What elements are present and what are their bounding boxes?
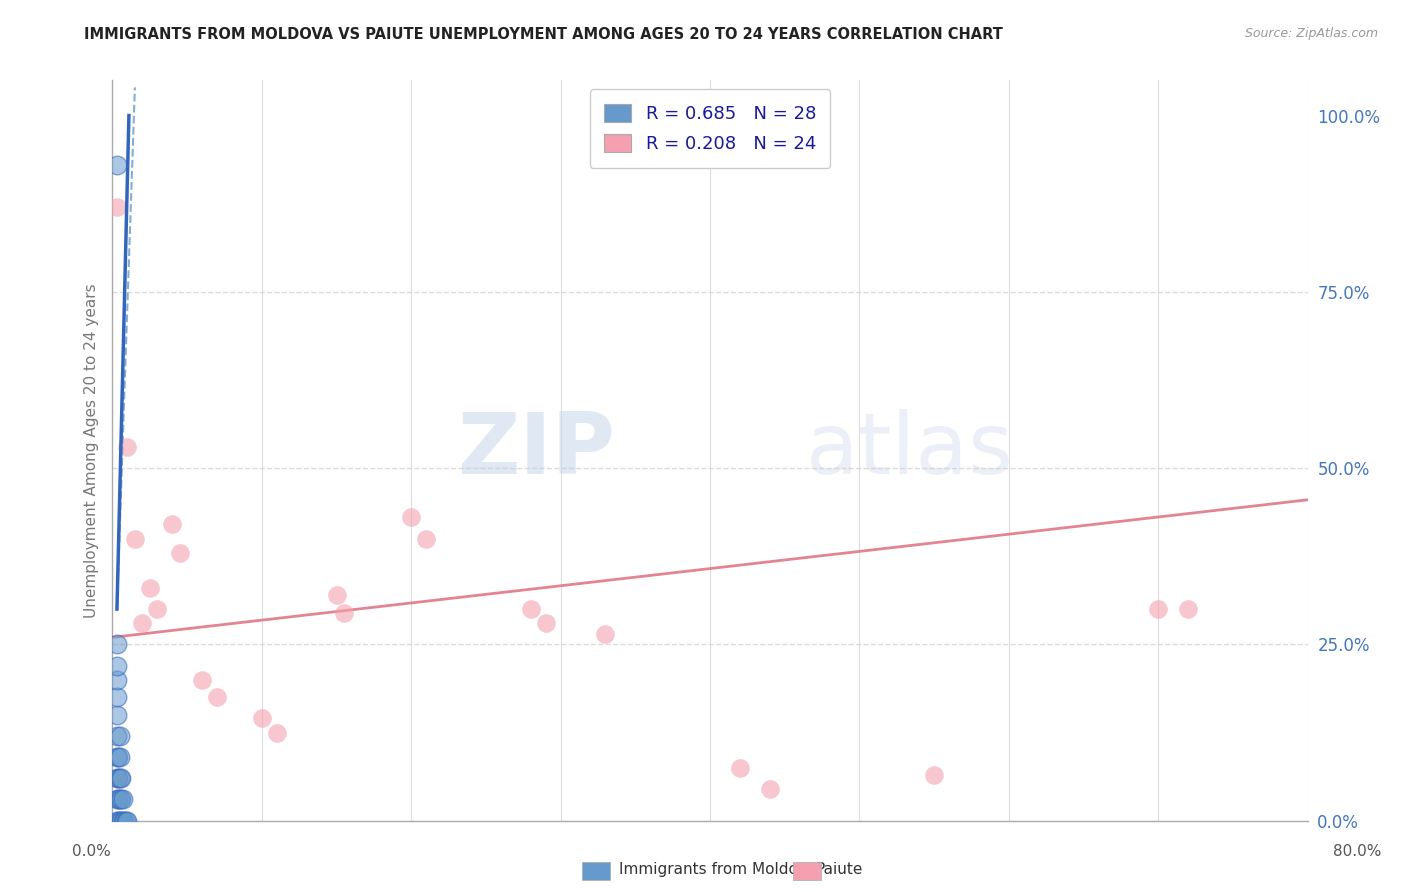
Point xyxy=(105,729,128,743)
Point xyxy=(250,711,273,725)
Point xyxy=(131,616,153,631)
Point xyxy=(266,725,288,739)
Point xyxy=(105,814,128,828)
Point xyxy=(114,814,135,828)
Point xyxy=(401,510,423,524)
Point xyxy=(108,792,131,806)
Point xyxy=(333,606,356,620)
Point xyxy=(107,814,129,828)
Y-axis label: Unemployment Among Ages 20 to 24 years: Unemployment Among Ages 20 to 24 years xyxy=(83,283,98,618)
Text: Source: ZipAtlas.com: Source: ZipAtlas.com xyxy=(1244,27,1378,40)
Point xyxy=(105,673,128,687)
Text: 80.0%: 80.0% xyxy=(1333,845,1381,859)
Point xyxy=(110,792,132,806)
Point xyxy=(759,781,782,796)
Point xyxy=(105,200,128,214)
Text: IMMIGRANTS FROM MOLDOVA VS PAIUTE UNEMPLOYMENT AMONG AGES 20 TO 24 YEARS CORRELA: IMMIGRANTS FROM MOLDOVA VS PAIUTE UNEMPL… xyxy=(84,27,1004,42)
Point xyxy=(105,658,128,673)
Point xyxy=(728,761,751,775)
Point xyxy=(117,440,139,454)
Point xyxy=(108,814,131,828)
Point xyxy=(595,627,617,641)
Point xyxy=(110,814,132,828)
Legend: R = 0.685   N = 28, R = 0.208   N = 24: R = 0.685 N = 28, R = 0.208 N = 24 xyxy=(589,89,831,168)
Point xyxy=(139,581,162,595)
Point xyxy=(520,602,543,616)
Point xyxy=(124,532,146,546)
Point xyxy=(105,772,128,786)
Point xyxy=(105,690,128,705)
Point xyxy=(108,750,131,764)
Point xyxy=(108,772,131,786)
Text: Immigrants from Moldova: Immigrants from Moldova xyxy=(619,863,815,877)
Point xyxy=(117,814,139,828)
Point xyxy=(115,814,138,828)
Point xyxy=(169,546,191,560)
Text: atlas: atlas xyxy=(806,409,1014,492)
Text: Paiute: Paiute xyxy=(815,863,863,877)
Point xyxy=(105,750,128,764)
Point xyxy=(205,690,228,705)
Point xyxy=(107,792,129,806)
Point xyxy=(108,729,131,743)
Point xyxy=(415,532,437,546)
Point xyxy=(162,517,183,532)
Text: ZIP: ZIP xyxy=(457,409,614,492)
Point xyxy=(105,707,128,722)
Point xyxy=(1147,602,1170,616)
Point xyxy=(534,616,557,631)
Point xyxy=(111,792,134,806)
Point xyxy=(105,637,128,651)
Point xyxy=(146,602,169,616)
Point xyxy=(111,814,134,828)
Point xyxy=(107,750,129,764)
Text: 0.0%: 0.0% xyxy=(72,845,111,859)
Point xyxy=(191,673,214,687)
Point xyxy=(325,588,347,602)
Point xyxy=(922,768,945,782)
Point xyxy=(110,772,132,786)
Point xyxy=(105,158,128,172)
Point xyxy=(107,772,129,786)
Point xyxy=(105,792,128,806)
Point xyxy=(1177,602,1199,616)
